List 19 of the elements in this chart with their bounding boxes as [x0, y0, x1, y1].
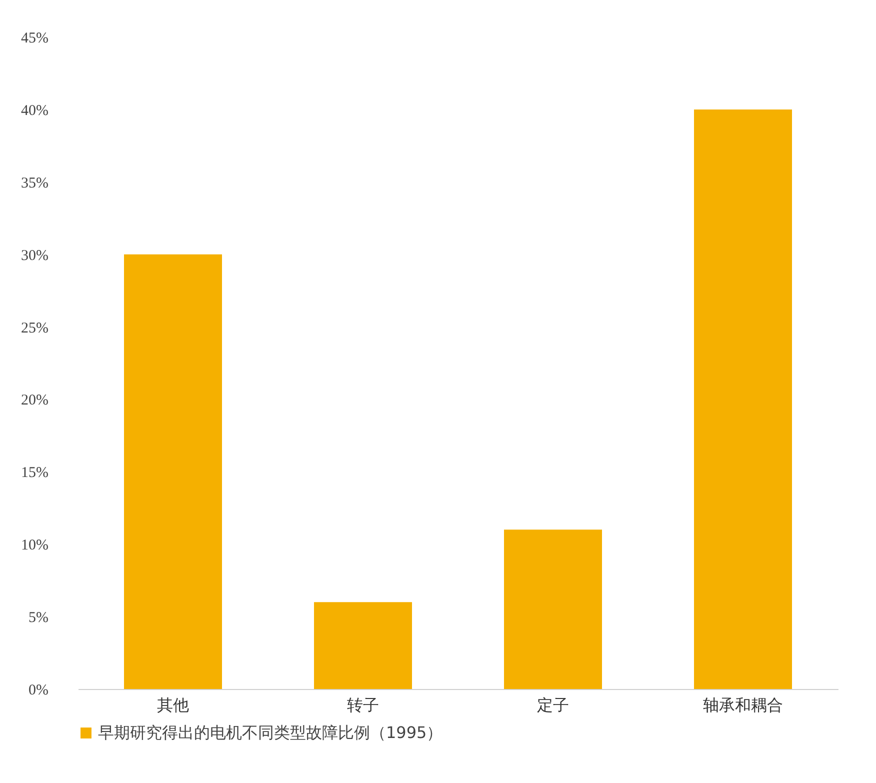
y-tick-label: 35% — [21, 175, 48, 192]
y-tick-label: 0% — [28, 682, 48, 698]
x-tick-label: 轴承和耦合 — [703, 696, 783, 714]
y-tick-label: 5% — [28, 610, 48, 626]
x-tick-label: 转子 — [347, 696, 379, 714]
y-tick-label: 30% — [21, 248, 48, 264]
legend-label: 早期研究得出的电机不同类型故障比例（1995） — [98, 723, 443, 742]
y-tick-label: 20% — [21, 392, 48, 409]
bar — [124, 254, 222, 689]
y-tick-label: 40% — [21, 102, 48, 119]
bar — [694, 109, 792, 689]
x-tick-label: 定子 — [537, 696, 569, 714]
y-tick-label: 45% — [21, 30, 48, 46]
bar — [504, 530, 602, 689]
bar — [314, 602, 412, 689]
y-tick-label: 15% — [21, 465, 48, 482]
y-tick-label: 25% — [21, 320, 48, 336]
x-tick-label: 其他 — [157, 696, 189, 714]
y-tick-label: 10% — [21, 538, 48, 554]
